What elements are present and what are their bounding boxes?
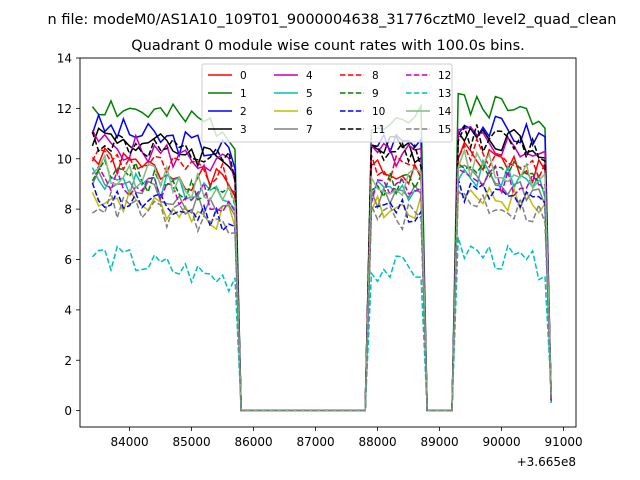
x-tick-label: 89000 (421, 435, 459, 449)
y-axis: 0 2 4 6 8 10 12 14 (57, 52, 80, 418)
series-line-8 (91, 136, 552, 412)
x-axis: 84000 85000 86000 87000 88000 89000 90000 91000 (111, 427, 583, 449)
legend-entry-label: 7 (306, 124, 313, 136)
y-tick-label: 14 (57, 52, 72, 66)
series-line-11 (91, 124, 552, 412)
chart-title: Quadrant 0 module wise count rates with … (131, 38, 525, 54)
y-tick-label: 12 (57, 102, 72, 116)
legend-entry-label: 2 (240, 106, 247, 118)
plot-lines (91, 92, 552, 412)
y-tick-label: 4 (64, 303, 72, 317)
series-line-6 (91, 185, 552, 412)
series-line-5 (91, 158, 552, 412)
legend-entry-label: 6 (306, 106, 313, 118)
legend-box (201, 63, 453, 143)
legend-entry-label: 15 (438, 124, 451, 136)
y-tick-label: 0 (64, 404, 72, 418)
x-tick-label: 88000 (359, 435, 397, 449)
chart-suptitle: n file: modeM0/AS1A10_109T01_9000004638_… (48, 12, 617, 28)
y-tick-label: 10 (57, 152, 72, 166)
y-tick-label: 2 (64, 354, 72, 368)
legend-entry-label: 3 (240, 124, 247, 136)
y-tick-label: 6 (64, 253, 72, 267)
legend-entry-label: 8 (372, 70, 379, 82)
legend-entry-label: 9 (372, 88, 379, 100)
y-tick-label: 8 (64, 203, 72, 217)
x-tick-label: 90000 (483, 435, 521, 449)
x-tick-label: 91000 (545, 435, 583, 449)
series-line-14 (91, 147, 552, 412)
legend-entry-label: 1 (240, 88, 247, 100)
series-line-13 (91, 237, 552, 412)
legend-entry-label: 12 (438, 70, 451, 82)
legend-entry-label: 11 (372, 124, 385, 136)
x-tick-label: 86000 (235, 435, 273, 449)
legend-entry-label: 13 (438, 88, 451, 100)
plot-frame (79, 57, 577, 428)
series-line-15 (91, 189, 552, 412)
x-offset-label: +3.665e8 (517, 455, 576, 469)
legend-entry-label: 5 (306, 88, 313, 100)
legend-entry-label: 14 (438, 106, 452, 118)
legend-entry-label: 4 (306, 70, 313, 82)
series-line-2 (91, 112, 552, 412)
x-tick-label: 87000 (297, 435, 335, 449)
legend-entry-label: 10 (372, 106, 385, 118)
x-tick-label: 84000 (111, 435, 149, 449)
series-line-10 (91, 178, 552, 412)
legend-entry-label: 0 (240, 70, 247, 82)
x-tick-label: 85000 (173, 435, 211, 449)
